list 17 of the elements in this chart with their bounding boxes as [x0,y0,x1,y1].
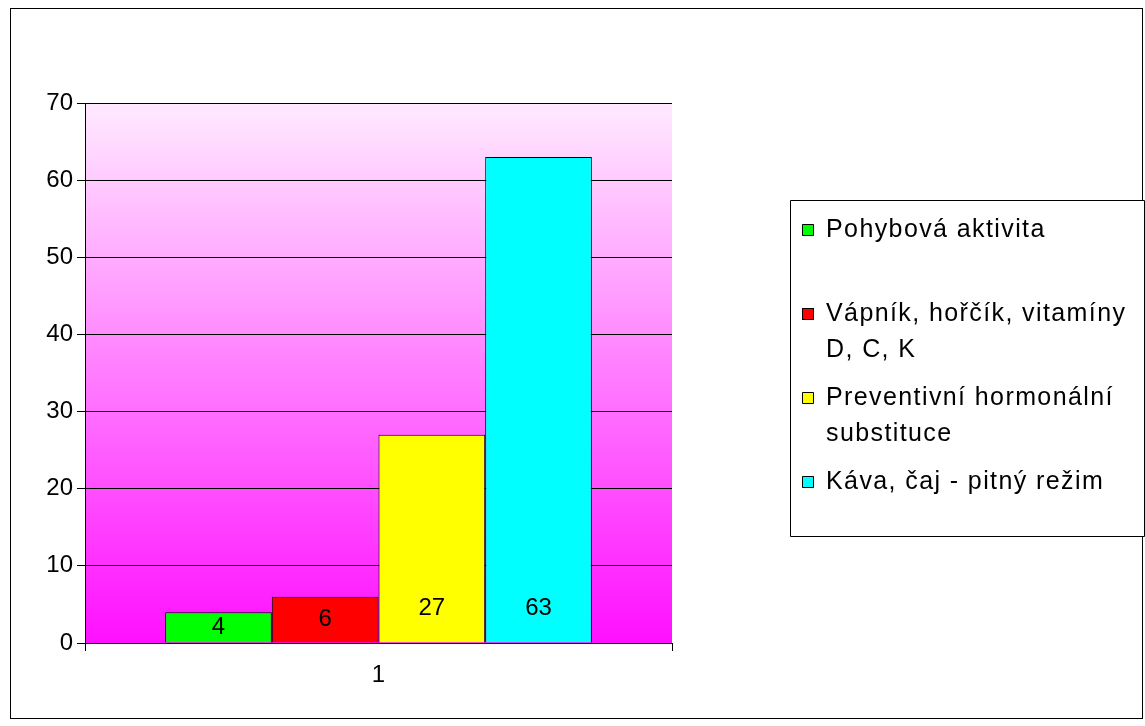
y-tick-label: 30 [46,396,73,424]
y-tick-label: 40 [46,319,73,347]
data-label: 27 [418,593,446,621]
y-tick-label: 20 [46,473,73,501]
legend-label: Pohybová aktivita [826,213,1046,242]
y-tick-label: 50 [46,241,73,269]
y-tick-label: 10 [46,550,73,578]
data-label: 6 [318,604,332,632]
y-tick-label: 60 [46,164,73,192]
data-label: 4 [211,611,226,639]
x-tick-label: 1 [371,660,386,688]
y-tick-label: 70 [46,87,73,115]
legend-label: Káva, čaj - pitný režim [826,465,1105,494]
legend-label: Vápník, hořčík, vitamíny D, C, K [826,297,1127,362]
legend-label: Preventivní hormonální substituce [826,381,1114,446]
y-tick-label: 0 [59,627,73,655]
data-label: 63 [525,593,552,621]
